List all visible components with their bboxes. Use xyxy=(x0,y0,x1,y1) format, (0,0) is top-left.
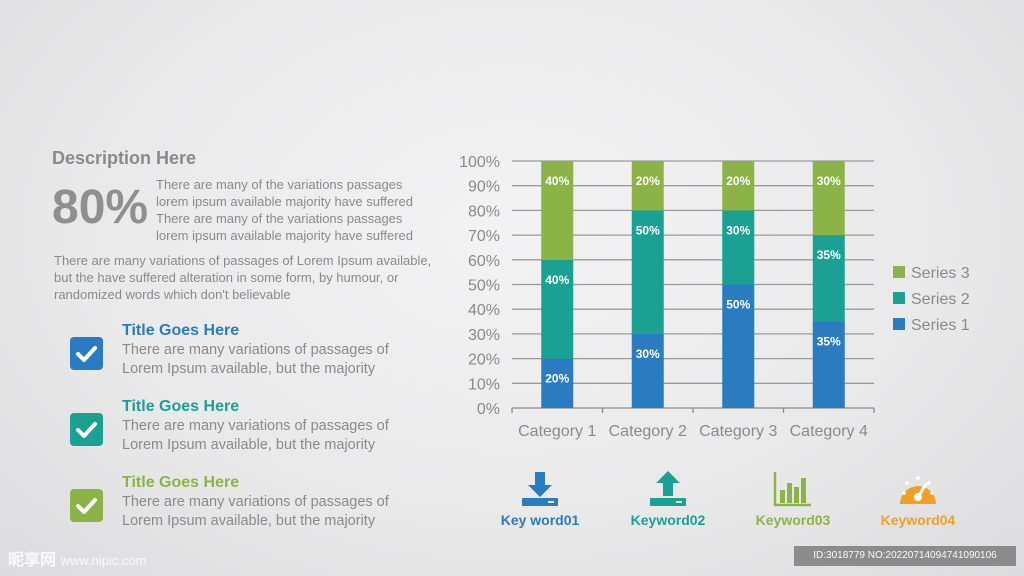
data-label: 20% xyxy=(636,174,660,188)
bar-segment xyxy=(541,161,574,260)
long-description: There are many variations of passages of… xyxy=(54,253,432,302)
keyword-label: Keyword04 xyxy=(880,512,956,528)
data-label: 50% xyxy=(726,298,750,312)
legend-label: Series 1 xyxy=(911,317,970,334)
y-tick-label: 80% xyxy=(468,203,500,220)
legend-swatch xyxy=(893,292,905,304)
big-percentage: 80% xyxy=(52,181,149,234)
y-tick-label: 40% xyxy=(468,302,500,319)
watermark-id: ID:3018779 NO:20220714094741090106 xyxy=(794,546,1016,566)
y-tick-label: 0% xyxy=(477,401,500,418)
bar-segment xyxy=(541,358,574,408)
y-tick-label: 30% xyxy=(468,327,500,344)
keyword-item: Keyword02 xyxy=(608,470,728,528)
keyword-item: Key word01 xyxy=(480,470,600,528)
checkbox-icon xyxy=(70,413,103,446)
bar-segment xyxy=(631,210,664,334)
legend-swatch xyxy=(893,266,905,278)
bullet-text: There are many variations of passages of… xyxy=(122,342,389,377)
bar-segment xyxy=(722,161,755,211)
data-label: 20% xyxy=(726,174,750,188)
speedometer-icon xyxy=(900,476,936,504)
y-tick-label: 90% xyxy=(468,179,500,196)
legend-swatch xyxy=(893,318,905,330)
data-label: 35% xyxy=(817,248,841,262)
data-label: 40% xyxy=(545,174,569,188)
legend-label: Series 3 xyxy=(911,265,970,282)
data-label: 30% xyxy=(726,223,750,237)
bullet-text: There are many variations of passages of… xyxy=(122,494,389,529)
bar-chart-icon xyxy=(773,472,811,507)
y-tick-label: 100% xyxy=(459,154,500,171)
description-title: Description Here xyxy=(52,148,197,168)
bar-segment xyxy=(812,235,845,322)
bullet-title: Title Goes Here xyxy=(122,322,240,339)
data-label: 50% xyxy=(636,223,660,237)
legend-label: Series 2 xyxy=(911,291,970,308)
y-tick-label: 50% xyxy=(468,278,500,295)
bullet-text: There are many variations of passages of… xyxy=(122,418,389,453)
data-label: 40% xyxy=(545,273,569,287)
x-tick-label: Category 2 xyxy=(609,423,687,440)
data-label: 30% xyxy=(817,174,841,188)
data-label: 35% xyxy=(817,335,841,349)
y-tick-label: 70% xyxy=(468,228,500,245)
y-tick-label: 60% xyxy=(468,253,500,270)
checkbox-icon xyxy=(70,489,103,522)
keyword-label: Key word01 xyxy=(500,512,580,528)
x-tick-label: Category 3 xyxy=(699,423,777,440)
keyword-item: Keyword03 xyxy=(733,470,853,528)
bar-segment xyxy=(722,284,755,408)
bar-segment xyxy=(812,321,845,408)
bar-segment xyxy=(631,161,664,211)
y-tick-label: 20% xyxy=(468,352,500,369)
data-label: 30% xyxy=(636,347,660,361)
download-icon xyxy=(522,472,558,506)
keyword-label: Keyword02 xyxy=(630,512,706,528)
data-label: 20% xyxy=(545,372,569,386)
bar-segment xyxy=(722,210,755,285)
x-tick-label: Category 4 xyxy=(790,423,868,440)
stacked-bar-chart: 0% 10% 20% 30% 40% 50% 60% 70% 80% 90% 100% 20% 40% 4… xyxy=(459,154,970,440)
bullet-title: Title Goes Here xyxy=(122,474,240,491)
keyword-label: Keyword03 xyxy=(755,512,831,528)
bar-segment xyxy=(812,161,845,236)
bullet-title: Title Goes Here xyxy=(122,398,240,415)
checkbox-icon xyxy=(70,337,103,370)
upload-icon xyxy=(650,471,686,506)
site-logo: 昵享网 www.nipic.com xyxy=(8,552,147,569)
bar-segment xyxy=(541,259,574,359)
keyword-item: Keyword04 xyxy=(858,470,978,528)
y-tick-label: 10% xyxy=(468,376,500,393)
short-description: There are many of the variations passage… xyxy=(156,177,413,243)
bar-segment xyxy=(631,333,664,408)
x-tick-label: Category 1 xyxy=(518,423,596,440)
